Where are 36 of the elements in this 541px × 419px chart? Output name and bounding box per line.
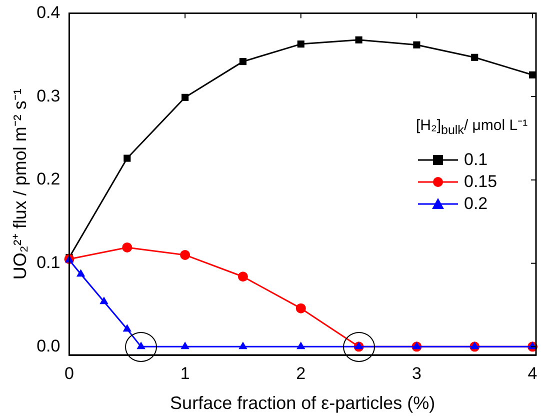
x-tick-label: 1 [180,364,190,383]
y-tick-label: 0.4 [36,2,60,22]
point [180,250,190,260]
point [76,269,86,277]
y-tick-label: 0.1 [36,252,60,272]
point [297,40,304,48]
y-tick-label: 0.0 [36,336,60,356]
point [239,58,247,66]
legend-title: [H₂]$_{bulk}$/ μmol L⁻¹ [416,116,528,137]
y-tick-label: 0.2 [36,170,60,189]
y-tick-label: 0.3 [36,86,60,106]
x-axis-title: Surface fraction of ε-particles (%) [170,393,436,414]
point [470,342,479,350]
point [296,303,306,314]
legend-label: 0.1 [464,150,488,170]
legend-label: 0.2 [464,194,488,214]
point [471,54,478,61]
point [122,242,132,252]
point [238,342,248,350]
x-tick-label: 2 [296,364,306,383]
point [413,41,420,48]
point [180,342,190,350]
point [296,342,306,350]
point [100,296,108,304]
point [124,154,131,162]
legend-label: 0.15 [464,172,498,192]
x-tick-label: 3 [412,364,422,383]
y-axis-title: UO₂²⁺ flux / pmol m⁻² s⁻¹ [10,88,30,280]
point [412,342,422,350]
point [182,94,189,101]
x-tick-label: 0 [64,364,74,383]
point [528,71,536,78]
point [122,324,132,332]
point [355,36,362,44]
point [238,272,248,282]
x-tick-label: 4 [528,364,538,383]
